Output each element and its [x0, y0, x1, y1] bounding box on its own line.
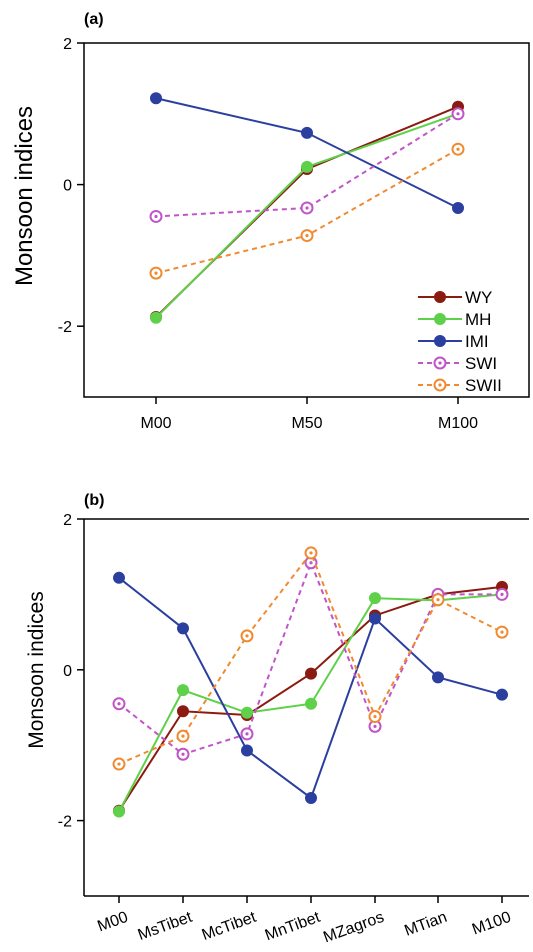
panel-b-line-swii: [118, 550, 503, 765]
panel-b-y-tick-label: 2: [63, 512, 72, 529]
legend-label-swi: SWI: [465, 354, 497, 373]
panel-a-point-imi: [301, 126, 313, 139]
panel-b-point-imi: [177, 622, 189, 635]
panel-a-series-swii: [149, 142, 465, 280]
legend-marker-swi: [433, 356, 447, 370]
panel-b-point-imi: [432, 671, 444, 684]
panel-a-point-mh: [150, 311, 162, 324]
panel-b-point-swii: [368, 710, 382, 724]
panel-a-point-imi: [452, 201, 464, 214]
panel-a-label: (a): [84, 11, 104, 28]
panel-b-series-swi: [112, 556, 509, 761]
panel-b-series-mh: [113, 588, 508, 818]
panel-a-point-swii: [451, 142, 465, 156]
panel-a-y-axis-label: Monsoon indices: [11, 106, 38, 286]
panel-a-y-tick-label: 2: [63, 36, 72, 53]
panel-b-point-swii: [431, 593, 445, 607]
panel-a-x-tick-label: M100: [438, 415, 478, 432]
legend-item-mh: MH: [418, 310, 491, 329]
panel-b-point-swii: [112, 757, 126, 771]
panel-a-point-mh: [301, 160, 313, 173]
legend-item-imi: IMI: [418, 332, 489, 351]
legend-marker-swii: [433, 378, 447, 392]
legend-marker-mh: [434, 313, 446, 325]
panel-a-legend: WY MH IMI SWI SWII: [418, 288, 502, 395]
panel-b-y-ticks: 2 0 -2: [58, 512, 84, 831]
legend-item-wy: WY: [418, 288, 492, 307]
panel-b-point-mh: [369, 592, 381, 605]
panel-b-point-swi: [240, 727, 254, 741]
panel-a-series-imi: [150, 92, 464, 214]
legend-item-swii: SWII: [418, 376, 502, 395]
panel-b-series-imi: [113, 571, 508, 804]
legend-label-wy: WY: [465, 288, 492, 307]
panel-b-point-mh: [113, 805, 125, 818]
panel-b-point-swii: [176, 729, 190, 743]
panel-b-line-imi: [118, 577, 503, 800]
panel-b-y-tick-label: 0: [63, 663, 72, 680]
legend-marker-wy: [434, 291, 446, 303]
panel-b-x-tick-label: M100: [470, 909, 514, 939]
panel-b-point-mh: [305, 697, 317, 710]
panel-b-label: (b): [84, 492, 104, 509]
panel-b-point-imi: [305, 791, 317, 804]
panel-b-x-tick-label: MsTibet: [136, 909, 195, 944]
panel-b-point-swi: [176, 747, 190, 761]
panel-b-point-imi: [113, 571, 125, 584]
panel-a-point-swi: [300, 201, 314, 215]
panel-a-y-ticks: 2 0 -2: [58, 36, 84, 336]
panel-b-x-tick-label: MZagros: [321, 909, 386, 947]
panel-b-point-swii: [240, 629, 254, 643]
panel-b-point-wy: [177, 705, 189, 718]
panel-b-point-mh: [177, 684, 189, 697]
panel-a-series: [149, 92, 465, 324]
panel-a-y-tick-label: -2: [58, 319, 72, 336]
panel-a-series-swi: [149, 107, 465, 223]
panel-b-x-tick-label: MnTibet: [263, 909, 323, 945]
panel-a-line-mh: [155, 112, 459, 319]
panel-b-x-tick-label: M00: [95, 909, 130, 936]
panel-b-point-imi: [496, 688, 508, 701]
panel-b-x-tick-label: McTibet: [200, 909, 259, 944]
legend-marker-imi: [434, 335, 446, 347]
panel-b-point-swi: [112, 697, 126, 711]
legend-label-swii: SWII: [465, 376, 502, 395]
panel-b: (b) Monsoon indices 2 0 -2 M00 MsTibet McTib…: [25, 492, 529, 946]
panel-b-point-swii: [495, 625, 509, 639]
panel-a-point-swii: [300, 229, 314, 243]
panel-b-line-swi: [118, 559, 502, 756]
panel-b-x-tick-label: MTian: [402, 909, 449, 940]
panel-a-y-tick-label: 0: [63, 178, 72, 195]
panel-a-x-ticks: M00 M50 M100: [140, 397, 478, 432]
panel-b-y-tick-label: -2: [58, 814, 72, 831]
panel-a-x-tick-label: M00: [140, 415, 171, 432]
panel-b-point-swii: [304, 546, 318, 560]
panel-b-series: [112, 546, 509, 818]
panel-b-point-mh: [241, 706, 253, 719]
panel-a-point-swi: [149, 209, 163, 223]
legend-label-imi: IMI: [465, 332, 489, 351]
panel-b-point-imi: [369, 612, 381, 625]
panel-b-point-swi: [495, 587, 509, 601]
legend-label-mh: MH: [465, 310, 491, 329]
legend-item-swi: SWI: [418, 354, 497, 373]
panel-a-x-tick-label: M50: [291, 415, 322, 432]
panel-a: (a) Monsoon indices 2 0 -2 M00 M50 M100 WY MH…: [11, 11, 530, 432]
panel-b-y-axis-label: Monsoon indices: [25, 591, 48, 749]
panel-a-line-imi: [155, 97, 459, 209]
panel-b-point-imi: [241, 744, 253, 757]
panel-b-point-wy: [305, 667, 317, 680]
panel-a-point-imi: [150, 92, 162, 105]
panel-b-series-swii: [112, 546, 509, 771]
panel-a-point-swi: [451, 107, 465, 121]
panel-a-point-swii: [149, 266, 163, 280]
